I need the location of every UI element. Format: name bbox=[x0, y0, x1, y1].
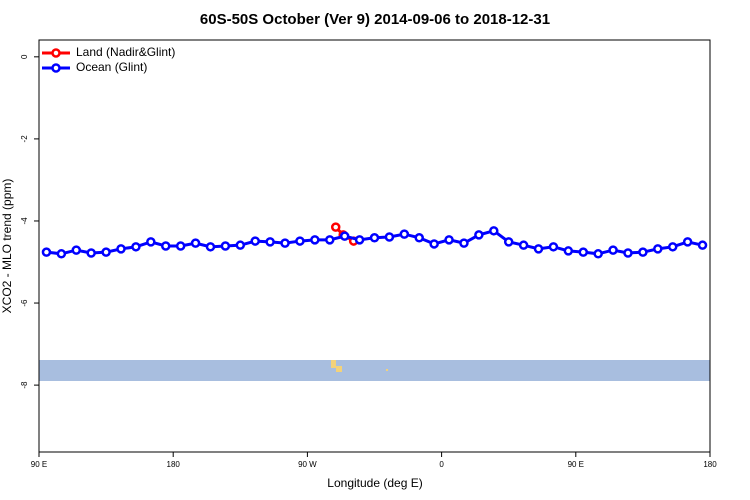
data-point bbox=[131, 242, 141, 252]
data-point bbox=[220, 241, 231, 251]
data-point bbox=[175, 241, 186, 251]
data-point bbox=[474, 230, 484, 240]
data-point bbox=[489, 226, 499, 236]
data-point bbox=[414, 233, 424, 243]
x-tick-label: 180 bbox=[703, 460, 717, 469]
legend-label: Ocean (Glint) bbox=[76, 60, 147, 74]
data-point bbox=[444, 235, 454, 245]
data-point bbox=[265, 237, 275, 247]
data-point bbox=[146, 237, 156, 247]
x-tick-label: 90 W bbox=[298, 460, 317, 469]
legend-label: Land (Nadir&Glint) bbox=[76, 45, 175, 59]
data-point bbox=[250, 236, 260, 246]
data-point bbox=[548, 242, 559, 252]
x-tick-label: 0 bbox=[439, 460, 444, 469]
data-point bbox=[399, 229, 410, 239]
data-point bbox=[533, 244, 544, 254]
plot-frame bbox=[38, 39, 711, 453]
land-speck bbox=[386, 369, 388, 371]
data-point bbox=[86, 248, 96, 258]
data-point bbox=[160, 241, 171, 251]
data-point bbox=[354, 235, 365, 245]
y-tick-label: 0 bbox=[20, 54, 29, 59]
data-point bbox=[518, 240, 529, 250]
land-speck bbox=[336, 366, 342, 372]
data-point bbox=[190, 238, 201, 248]
data-point bbox=[459, 238, 469, 248]
data-point bbox=[310, 235, 320, 245]
x-tick-label: 90 E bbox=[568, 460, 584, 469]
data-point bbox=[638, 247, 648, 257]
data-point bbox=[697, 240, 708, 250]
data-point bbox=[280, 238, 290, 248]
data-point bbox=[101, 247, 111, 257]
data-point bbox=[325, 235, 335, 245]
data-point bbox=[503, 237, 514, 247]
data-point bbox=[369, 233, 380, 243]
data-point bbox=[330, 222, 341, 232]
data-point bbox=[71, 245, 82, 255]
legend-marker bbox=[51, 48, 61, 58]
data-point bbox=[563, 246, 574, 256]
land-speck bbox=[331, 360, 336, 368]
data-point bbox=[235, 240, 246, 250]
legend-marker bbox=[51, 63, 61, 73]
data-point bbox=[578, 247, 589, 257]
data-point bbox=[41, 247, 52, 257]
chart-title: 60S-50S October (Ver 9) 2014-09-06 to 20… bbox=[200, 11, 550, 28]
data-point bbox=[205, 242, 216, 252]
y-tick-label: -8 bbox=[20, 381, 29, 389]
data-point bbox=[623, 248, 633, 258]
land-mask-band bbox=[39, 360, 710, 381]
data-point bbox=[384, 232, 395, 242]
x-tick-label: 180 bbox=[167, 460, 181, 469]
data-point bbox=[667, 242, 678, 252]
data-point bbox=[339, 231, 350, 241]
data-point bbox=[593, 249, 603, 259]
data-point bbox=[295, 236, 305, 246]
data-point bbox=[116, 244, 126, 254]
y-tick-label: -4 bbox=[20, 217, 29, 225]
y-tick-label: -2 bbox=[20, 135, 29, 143]
x-axis-label: Longitude (deg E) bbox=[327, 476, 422, 490]
y-tick-label: -6 bbox=[20, 299, 29, 307]
data-point bbox=[56, 249, 67, 259]
data-point bbox=[682, 237, 693, 247]
data-point bbox=[608, 245, 618, 255]
x-tick-label: 90 E bbox=[31, 460, 47, 469]
data-point bbox=[429, 239, 439, 249]
data-point bbox=[653, 244, 663, 254]
y-axis-label: XCO2 - MLO trend (ppm) bbox=[0, 179, 14, 314]
